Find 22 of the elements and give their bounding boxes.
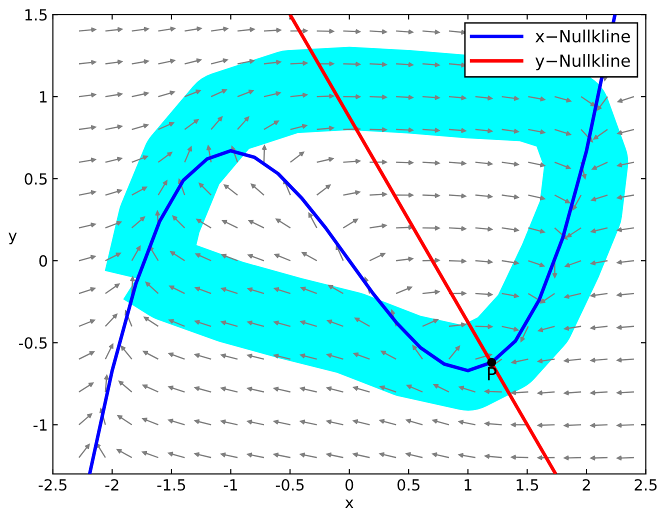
y-tick-label: 0.5 xyxy=(24,173,47,185)
x-tick-label: -0.5 xyxy=(276,479,304,491)
annotation: P xyxy=(488,367,496,380)
x-tick-label: 2 xyxy=(582,479,590,490)
x-axis-title: x xyxy=(345,500,354,508)
y-axis-title: y xyxy=(8,232,17,244)
x-tick-label: -1 xyxy=(224,479,237,490)
y-tick-label: -0.5 xyxy=(18,337,47,349)
x-tick-label: 2.5 xyxy=(634,479,657,491)
y-tick-label: -1 xyxy=(34,419,47,431)
x-tick-label: 1.5 xyxy=(516,479,538,491)
x-tick-label: -2 xyxy=(105,479,118,490)
y-tick-label: 1.5 xyxy=(25,9,47,21)
x-tick-label: 1 xyxy=(464,479,472,490)
y-tick-label: 1 xyxy=(40,91,47,102)
x-tick-label: -1.5 xyxy=(157,479,186,491)
x-tick-label: 0 xyxy=(345,479,354,491)
x-tick-label: 0.5 xyxy=(397,479,420,491)
x-tick-label: -2.5 xyxy=(38,479,66,491)
legend-label: y−Nullkline xyxy=(535,54,630,70)
legend-label: x−Nullkline xyxy=(535,30,630,43)
y-tick-label: 0 xyxy=(39,255,48,267)
